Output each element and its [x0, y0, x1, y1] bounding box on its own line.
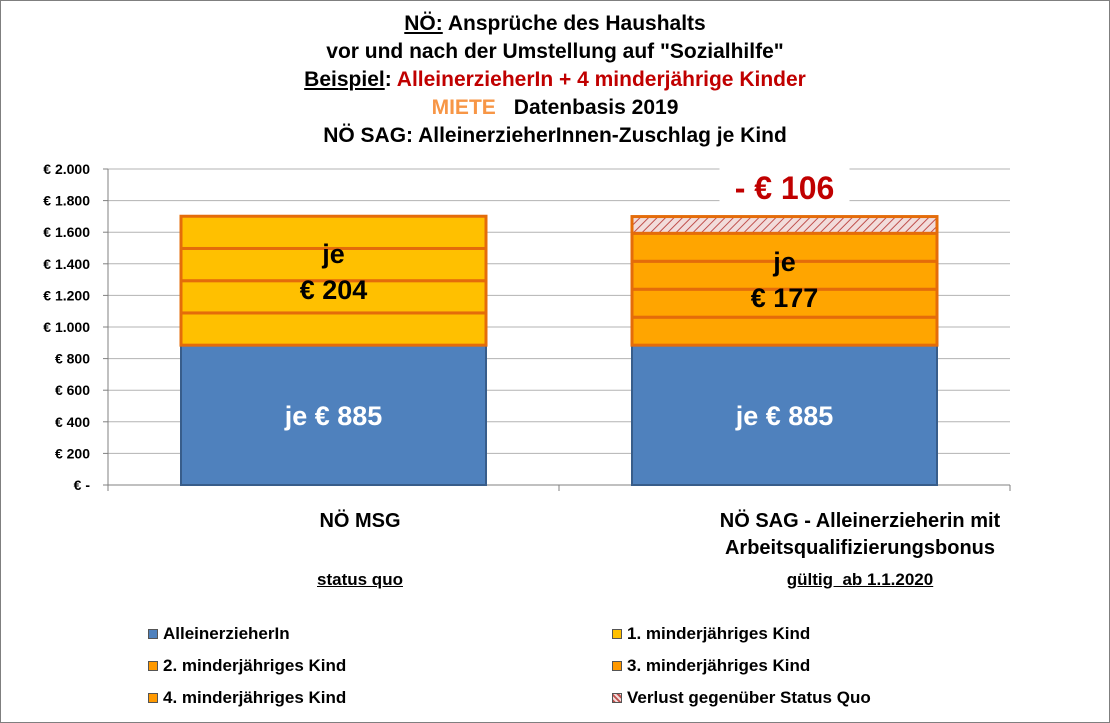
- category-label-0: NÖ MSG: [160, 508, 560, 535]
- title-example-label: Beispiel: [304, 68, 385, 91]
- legend-item-2: 2. minderjähriges Kind: [148, 656, 346, 676]
- y-tick-label: € 1.000: [43, 319, 90, 335]
- legend-swatch-2: [148, 661, 158, 671]
- bar-segment: [179, 279, 488, 315]
- bar-segment: [179, 311, 488, 347]
- legend-label-4: 4. minderjähriges Kind: [163, 688, 347, 707]
- y-tick-label: € 200: [55, 445, 90, 461]
- title-line-3: Beispiel: AlleinerzieherIn + 4 minderjäh…: [0, 66, 1110, 94]
- data-labels: je € 885 je € 204 je € 885 je € 177 - € 106: [284, 165, 850, 431]
- data-label: je € 885: [735, 401, 834, 431]
- bar-segment: [180, 344, 487, 487]
- bar-segment: [630, 231, 939, 263]
- bar-segment: [630, 215, 939, 235]
- title-line-5: NÖ SAG: AlleinerzieherInnen-Zuschlag je …: [323, 124, 787, 147]
- y-tick-label: € 2.000: [43, 161, 90, 177]
- category-label-1-line-2: Arbeitsqualifizierungsbonus: [724, 537, 996, 559]
- legend-swatch-0: [148, 629, 158, 639]
- category-label-1-line-1: NÖ SAG - Alleinerzieherin mit: [719, 510, 1001, 532]
- data-label: € 177: [751, 283, 819, 313]
- bar-segment: [179, 246, 488, 283]
- title-data-basis: Datenbasis 2019: [513, 96, 679, 119]
- y-tick-label: € 400: [55, 414, 90, 430]
- bars: [179, 214, 939, 487]
- y-tick-label: € 1.200: [43, 287, 90, 303]
- category-sublabel-0: status quo: [317, 570, 403, 589]
- legend-swatch-1: [612, 629, 622, 639]
- legend-label-5: Verlust gegenüber Status Quo: [627, 688, 871, 707]
- y-tick-label: € 800: [55, 351, 90, 367]
- category-label-1: NÖ SAG - Alleinerzieherin mit Arbeitsqua…: [620, 508, 1100, 562]
- title-rent-label: MIETE: [431, 96, 496, 119]
- legend-item-5: Verlust gegenüber Status Quo: [612, 688, 871, 708]
- data-label: € 204: [300, 275, 368, 305]
- data-label: je: [772, 247, 796, 277]
- category-label-0-line-1: NÖ MSG: [319, 510, 401, 532]
- title-line-1: NÖ: Ansprüche des Haushalts: [0, 10, 1110, 38]
- title-line-1-text: Ansprüche des Haushalts: [442, 12, 706, 35]
- y-tick-label: € 1.400: [43, 256, 90, 272]
- y-tick-label: € 1.800: [43, 193, 90, 209]
- title-line-4: MIETE Datenbasis 2019: [0, 94, 1110, 122]
- data-label: je: [321, 239, 345, 269]
- data-label: - € 106: [735, 170, 835, 206]
- chart-title: NÖ: Ansprüche des Haushalts vor und nach…: [0, 10, 1110, 150]
- legend-label-2: 2. minderjähriges Kind: [163, 656, 347, 675]
- data-label: je € 885: [284, 401, 383, 431]
- legend-item-3: 3. minderjähriges Kind: [612, 656, 810, 676]
- legend-swatch-4: [148, 693, 158, 703]
- legend-swatch-5: [612, 693, 622, 703]
- bar-segment: [630, 287, 939, 319]
- title-separator: :: [384, 68, 397, 91]
- legend-item-4: 4. minderjähriges Kind: [148, 688, 346, 708]
- legend-item-0: AlleinerzieherIn: [148, 624, 290, 644]
- y-tick-label: € -: [74, 477, 91, 493]
- bar-segment: [179, 214, 488, 250]
- data-label-background: [719, 165, 850, 204]
- legend-label-3: 3. minderjähriges Kind: [627, 656, 811, 675]
- title-line-2: vor und nach der Umstellung auf "Sozialh…: [326, 40, 784, 63]
- y-tick-label: € 600: [55, 382, 90, 398]
- legend-label-0: AlleinerzieherIn: [163, 624, 290, 643]
- title-region: NÖ:: [404, 12, 443, 35]
- legend-label-1: 1. minderjähriges Kind: [627, 624, 811, 643]
- bar-segment: [630, 315, 939, 347]
- legend-swatch-3: [612, 661, 622, 671]
- category-sublabel-1: gültig ab 1.1.2020: [786, 570, 934, 589]
- legend-item-1: 1. minderjähriges Kind: [612, 624, 810, 644]
- title-example-text: AlleinerzieherIn + 4 minderjährige Kinde…: [396, 68, 806, 91]
- y-tick-label: € 1.600: [43, 224, 90, 240]
